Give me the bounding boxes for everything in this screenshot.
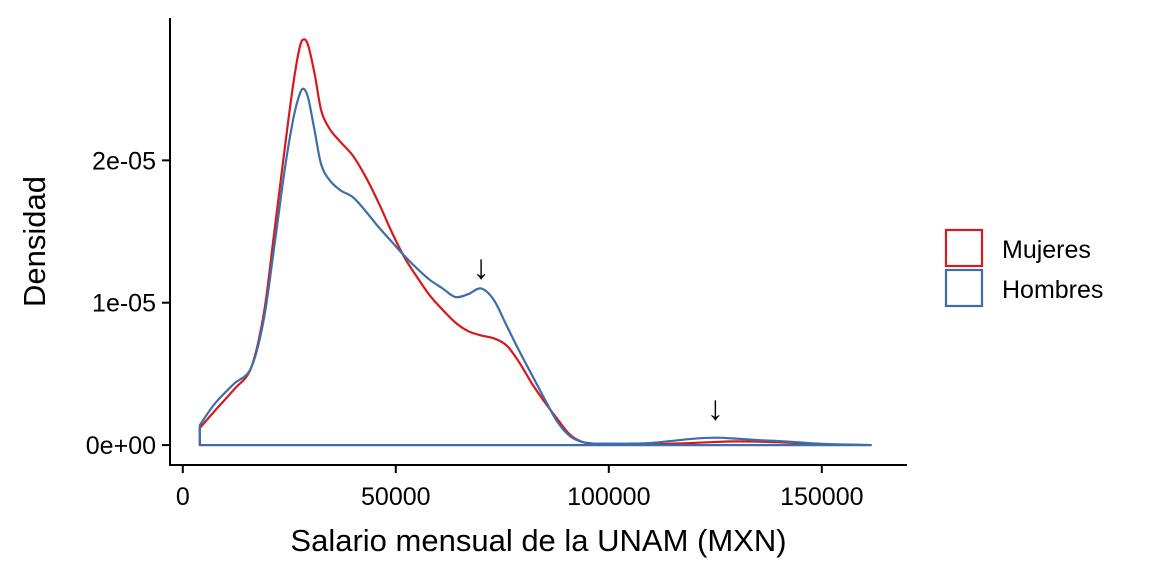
density-line-hombres: [198, 87, 872, 447]
y-ticks: 0e+00 1e-05 2e-05: [86, 147, 170, 460]
y-tick-label: 2e-05: [92, 147, 156, 175]
y-axis-title: Densidad: [17, 176, 52, 307]
legend-key-hombres: [944, 268, 984, 308]
density-line-mujeres: [198, 38, 872, 447]
y-tick-label: 1e-05: [92, 290, 156, 318]
x-tick-label: 150000: [780, 483, 863, 511]
legend-label-hombres: Hombres: [1002, 276, 1103, 304]
x-ticks: 0 50000 100000 150000: [176, 465, 864, 511]
x-tick-label: 0: [176, 483, 190, 511]
legend: Mujeres Hombres: [944, 228, 1103, 308]
x-axis-title: Salario mensual de la UNAM (MXN): [290, 523, 786, 558]
x-tick-label: 100000: [567, 483, 650, 511]
y-tick-label: 0e+00: [86, 432, 156, 460]
legend-key-mujeres: [944, 228, 984, 268]
legend-label-mujeres: Mujeres: [1002, 236, 1091, 264]
plot-area: ↓↓: [198, 38, 872, 447]
annotation-arrow: ↓: [472, 249, 489, 287]
x-tick-label: 50000: [361, 483, 431, 511]
annotation-arrow: ↓: [707, 389, 724, 427]
